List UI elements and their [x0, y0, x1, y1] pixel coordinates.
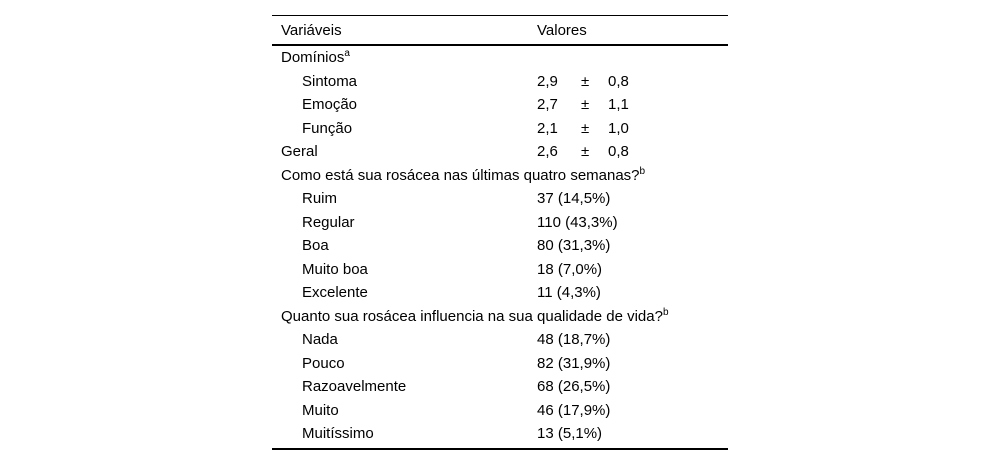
mean-value: 2,7 [537, 96, 558, 114]
row-value: 80 (31,3%) [537, 237, 728, 254]
table-row: Nada 48 (18,7%) [272, 328, 728, 352]
row-label-text: Quanto sua rosácea influencia na sua qua… [281, 307, 663, 325]
row-label-text: Como está sua rosácea nas últimas quatro… [281, 166, 640, 184]
table-row: Excelente 11 (4,3%) [272, 281, 728, 305]
table-row: Pouco 82 (31,9%) [272, 352, 728, 376]
row-value: 68 (26,5%) [537, 378, 728, 395]
row-label-text: Emoção [302, 96, 358, 114]
row-label: Emoção [272, 96, 537, 113]
row-label: Quanto sua rosácea influencia na sua qua… [272, 306, 669, 325]
sd-value: 1,0 [608, 119, 629, 137]
table-row: Ruim 37 (14,5%) [272, 187, 728, 211]
row-label: Geral [272, 143, 537, 160]
footnote-marker: b [639, 165, 646, 177]
table-row: Muitíssimo 13 (5,1%) [272, 422, 728, 446]
row-label-text: Pouco [302, 354, 345, 372]
table-row: Função 2,1 ±1,0 [272, 117, 728, 141]
count-percent-value: 80 (31,3%) [537, 237, 611, 255]
row-label: Domíniosa [272, 48, 537, 67]
plus-minus-sign: ± [581, 96, 590, 114]
row-label-text: Domínios [281, 49, 345, 67]
count-percent-value: 46 (17,9%) [537, 401, 611, 419]
mean-value: 2,9 [537, 72, 558, 90]
count-percent-value: 82 (31,9%) [537, 354, 611, 372]
table-row: Como está sua rosácea nas últimas quatro… [272, 164, 728, 188]
row-label: Razoavelmente [272, 378, 537, 395]
row-label: Regular [272, 214, 537, 231]
table-header-row: Variáveis Valores [272, 16, 728, 46]
row-value: 13 (5,1%) [537, 425, 728, 442]
table-row: Muito boa 18 (7,0%) [272, 258, 728, 282]
count-percent-value: 13 (5,1%) [537, 425, 603, 443]
row-label: Ruim [272, 190, 537, 207]
table-row: Razoavelmente 68 (26,5%) [272, 375, 728, 399]
row-label: Excelente [272, 284, 537, 301]
table-row: Quanto sua rosácea influencia na sua qua… [272, 305, 728, 329]
footnote-marker: b [662, 306, 669, 318]
header-variaveis-text: Variáveis [281, 21, 342, 39]
row-label-text: Boa [302, 237, 329, 255]
table-row: Boa 80 (31,3%) [272, 234, 728, 258]
table-row: Geral 2,6 ±0,8 [272, 140, 728, 164]
row-label-text: Muito boa [302, 260, 368, 278]
row-label: Função [272, 120, 537, 137]
count-percent-value: 110 (43,3%) [537, 213, 618, 231]
plus-minus-sign: ± [581, 143, 590, 161]
row-label-text: Nada [302, 331, 338, 349]
count-percent-value: 37 (14,5%) [537, 190, 611, 208]
row-value: 82 (31,9%) [537, 355, 728, 372]
count-percent-value: 48 (18,7%) [537, 331, 611, 349]
sd-value: 0,8 [608, 72, 629, 90]
row-value: 2,7 ±1,1 [537, 96, 728, 113]
row-label: Sintoma [272, 73, 537, 90]
table-row: Regular 110 (43,3%) [272, 211, 728, 235]
table-row: Sintoma 2,9 ±0,8 [272, 70, 728, 94]
row-label-text: Geral [281, 143, 318, 161]
header-valores-text: Valores [537, 21, 587, 39]
footnote-marker: a [344, 48, 350, 60]
table-row: Muito 46 (17,9%) [272, 399, 728, 423]
header-valores: Valores [537, 22, 728, 39]
row-label: Boa [272, 237, 537, 254]
row-value: 2,9 ±0,8 [537, 73, 728, 90]
results-table: Variáveis Valores Domíniosa Sintoma 2,9 ±… [272, 15, 728, 450]
table-body: Domíniosa Sintoma 2,9 ±0,8 Emoção 2,7 ±1,1 [272, 46, 728, 448]
row-label: Pouco [272, 355, 537, 372]
plus-minus-sign: ± [581, 119, 590, 137]
row-label-text: Ruim [302, 190, 338, 208]
count-percent-value: 18 (7,0%) [537, 260, 603, 278]
sd-value: 1,1 [608, 96, 629, 114]
row-label-text: Razoavelmente [302, 378, 407, 396]
header-variaveis: Variáveis [272, 22, 537, 39]
row-label: Muito [272, 402, 537, 419]
row-label-text: Função [302, 119, 353, 137]
count-percent-value: 68 (26,5%) [537, 378, 611, 396]
mean-value: 2,1 [537, 119, 558, 137]
row-value: 2,1 ±1,0 [537, 120, 728, 137]
row-value: 2,6 ±0,8 [537, 143, 728, 160]
count-percent-value: 11 (4,3%) [537, 284, 601, 302]
row-label-text: Sintoma [302, 72, 358, 90]
row-label-text: Muito [302, 401, 339, 419]
row-value: 37 (14,5%) [537, 190, 728, 207]
row-label-text: Muitíssimo [302, 425, 374, 443]
row-label-text: Excelente [302, 284, 368, 302]
row-label: Nada [272, 331, 537, 348]
row-value: 18 (7,0%) [537, 261, 728, 278]
row-label: Como está sua rosácea nas últimas quatro… [272, 165, 646, 184]
sd-value: 0,8 [608, 143, 629, 161]
table-row: Domíniosa [272, 46, 728, 70]
row-value: 110 (43,3%) [537, 214, 728, 231]
row-value: 48 (18,7%) [537, 331, 728, 348]
row-label-text: Regular [302, 213, 355, 231]
row-label: Muitíssimo [272, 425, 537, 442]
row-label: Muito boa [272, 261, 537, 278]
plus-minus-sign: ± [581, 72, 590, 90]
mean-value: 2,6 [537, 143, 558, 161]
row-value: 11 (4,3%) [537, 284, 728, 301]
row-value: 46 (17,9%) [537, 402, 728, 419]
table-row: Emoção 2,7 ±1,1 [272, 93, 728, 117]
